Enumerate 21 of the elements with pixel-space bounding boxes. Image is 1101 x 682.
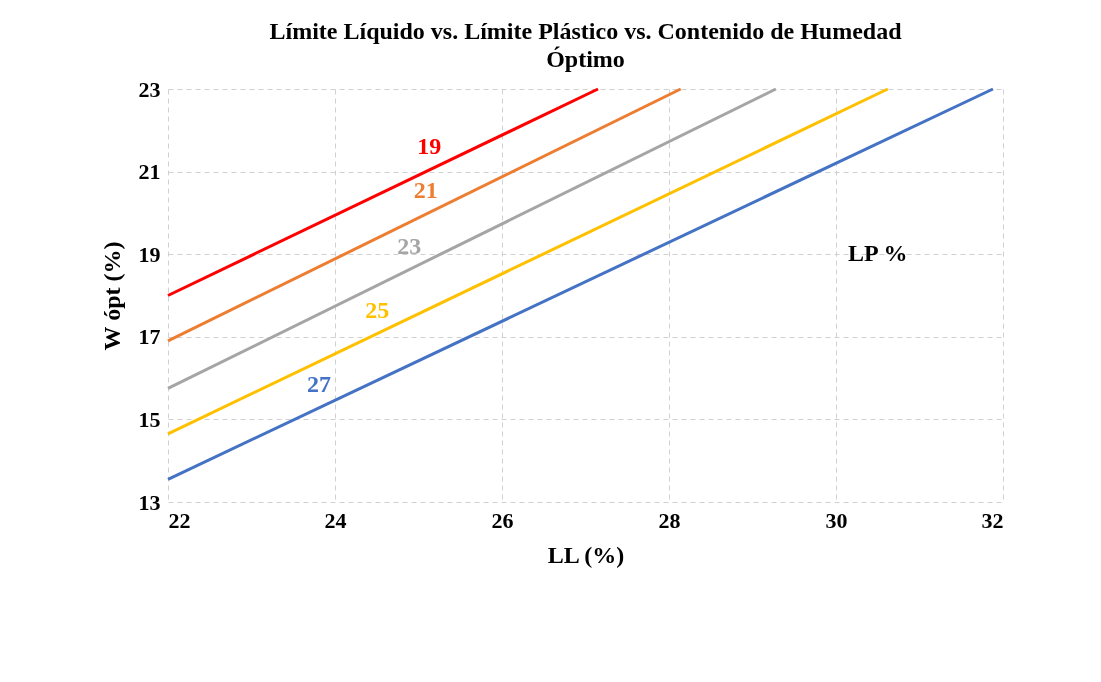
series-label: 19 (417, 133, 442, 160)
y-tick-label: 13 (138, 489, 161, 515)
x-tick-label: 26 (491, 507, 514, 533)
y-axis-title: W ópt (%) (98, 241, 125, 351)
y-tick-label: 15 (138, 406, 161, 432)
y-tick-label: 23 (138, 76, 161, 102)
series-label: 23 (397, 232, 422, 259)
x-tick-label: 28 (658, 507, 681, 533)
x-tick-label: 32 (981, 507, 1004, 533)
series-label: 27 (307, 371, 331, 398)
series-label: 25 (365, 296, 390, 323)
x-tick-label: 24 (324, 507, 347, 533)
y-tick-label: 17 (138, 324, 161, 350)
y-tick-label: 19 (138, 241, 161, 267)
x-tick-label: 22 (168, 507, 191, 533)
x-axis-title: LL (%) (547, 541, 625, 568)
legend-title: LP % (848, 240, 908, 267)
x-tick-label: 30 (825, 507, 848, 533)
chart-title: Límite Líquido vs. Límite Plástico vs. Contenido de Humedad Óptimo (269, 18, 903, 72)
y-tick-label: 21 (138, 159, 161, 185)
series-label: 21 (413, 177, 438, 204)
